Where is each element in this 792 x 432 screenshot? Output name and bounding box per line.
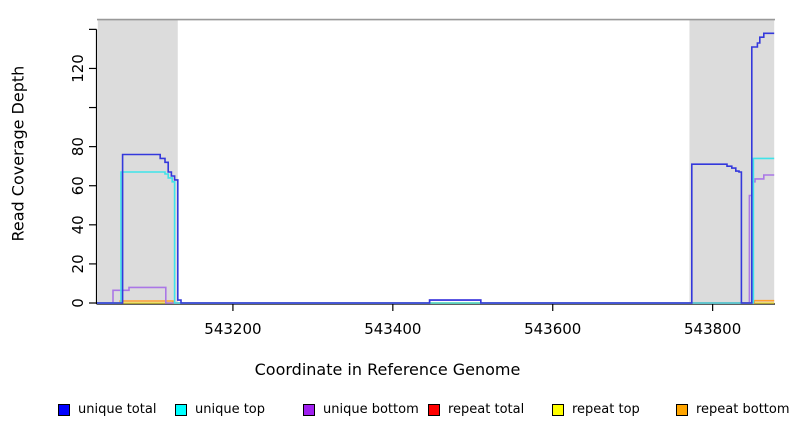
legend-swatch-unique-total bbox=[58, 404, 70, 416]
legend-item-unique-top: unique top bbox=[175, 401, 265, 419]
legend-label-repeat-bottom: repeat bottom bbox=[696, 402, 790, 417]
y-tick-label: 60 bbox=[69, 176, 87, 195]
legend-label-unique-total: unique total bbox=[78, 402, 157, 417]
x-tick-label: 543400 bbox=[364, 320, 421, 338]
x-tick-label: 543200 bbox=[204, 320, 261, 338]
legend-item-unique-bottom: unique bottom bbox=[303, 401, 419, 419]
legend-swatch-repeat-total bbox=[428, 404, 440, 416]
legend-label-unique-top: unique top bbox=[195, 402, 266, 417]
legend-label-repeat-total: repeat total bbox=[448, 402, 525, 417]
y-tick-label: 40 bbox=[69, 215, 87, 234]
legend-item-unique-total: unique total bbox=[58, 401, 156, 419]
legend-swatch-repeat-bottom bbox=[676, 404, 688, 416]
series-line-unique-total bbox=[97, 32, 775, 304]
legend: unique total unique top unique bottom repea… bbox=[0, 401, 792, 423]
y-tick-label: 20 bbox=[69, 254, 87, 273]
y-tick-label: 120 bbox=[69, 54, 87, 83]
x-tick-label: 543800 bbox=[684, 320, 741, 338]
y-tick-label: 80 bbox=[69, 137, 87, 156]
series-line-unique-bottom bbox=[97, 174, 775, 304]
legend-swatch-repeat-top bbox=[552, 404, 564, 416]
series-line-unique-top bbox=[97, 157, 775, 304]
legend-swatch-unique-bottom bbox=[303, 404, 315, 416]
legend-item-repeat-bottom: repeat bottom bbox=[676, 401, 790, 419]
legend-label-repeat-top: repeat top bbox=[572, 402, 640, 417]
x-tick-label: 543600 bbox=[524, 320, 581, 338]
y-tick-label: 0 bbox=[69, 298, 87, 308]
x-axis-title: Coordinate in Reference Genome bbox=[254, 360, 521, 379]
legend-swatch-unique-top bbox=[175, 404, 187, 416]
y-axis-title: Read Coverage Depth bbox=[8, 65, 28, 242]
legend-item-repeat-total: repeat total bbox=[428, 401, 524, 419]
legend-label-unique-bottom: unique bottom bbox=[323, 402, 419, 417]
legend-item-repeat-top: repeat top bbox=[552, 401, 640, 419]
repeat-region-right-highlight bbox=[689, 19, 775, 304]
